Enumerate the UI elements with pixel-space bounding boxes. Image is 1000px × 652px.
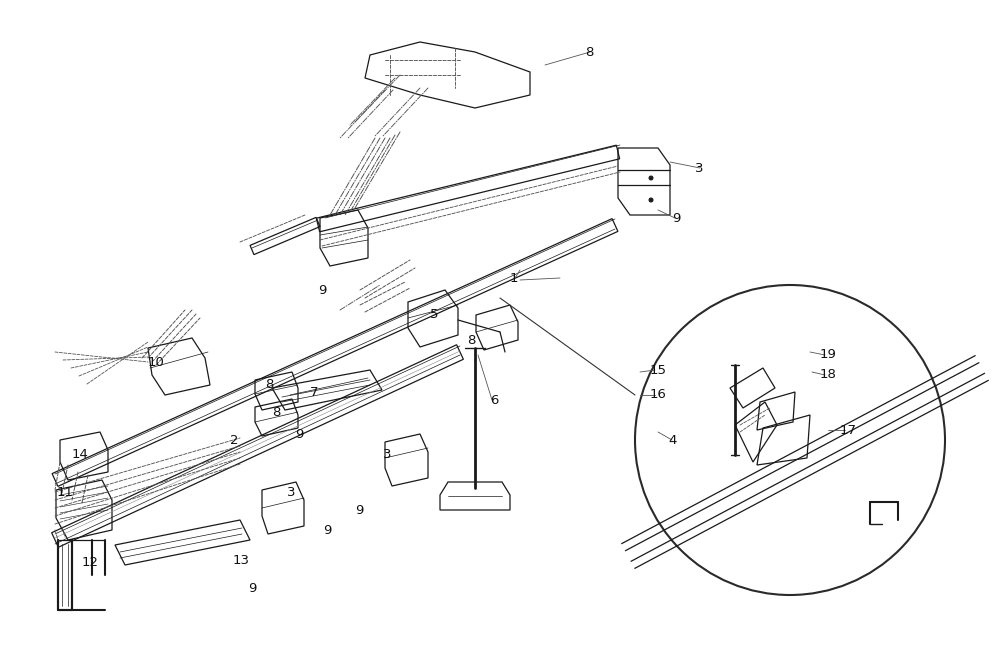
Text: 9: 9 [672,211,680,224]
Text: 11: 11 [57,486,74,499]
Text: 8: 8 [272,406,280,419]
Circle shape [649,198,653,202]
Text: 9: 9 [318,284,326,297]
Text: 1: 1 [510,271,518,284]
Text: 5: 5 [430,308,438,321]
Text: 8: 8 [467,334,475,346]
Text: 10: 10 [148,355,165,368]
Text: 6: 6 [490,394,498,406]
Text: 9: 9 [295,428,303,441]
Text: 16: 16 [650,389,667,402]
Text: 3: 3 [287,486,296,499]
Text: 14: 14 [72,449,89,462]
Text: 9: 9 [323,524,331,537]
Text: 8: 8 [585,46,593,59]
Text: 9: 9 [355,503,363,516]
Text: 9: 9 [248,582,256,595]
Text: 15: 15 [650,364,667,376]
Text: 13: 13 [233,554,250,567]
Text: 3: 3 [383,449,392,462]
Text: 3: 3 [695,162,704,175]
Text: 17: 17 [840,424,857,436]
Text: 8: 8 [265,379,273,391]
Text: 2: 2 [230,434,239,447]
Text: 4: 4 [668,434,676,447]
Text: 18: 18 [820,368,837,381]
Circle shape [649,176,653,180]
Text: 7: 7 [310,387,318,400]
Text: 19: 19 [820,349,837,361]
Text: 12: 12 [82,556,99,569]
